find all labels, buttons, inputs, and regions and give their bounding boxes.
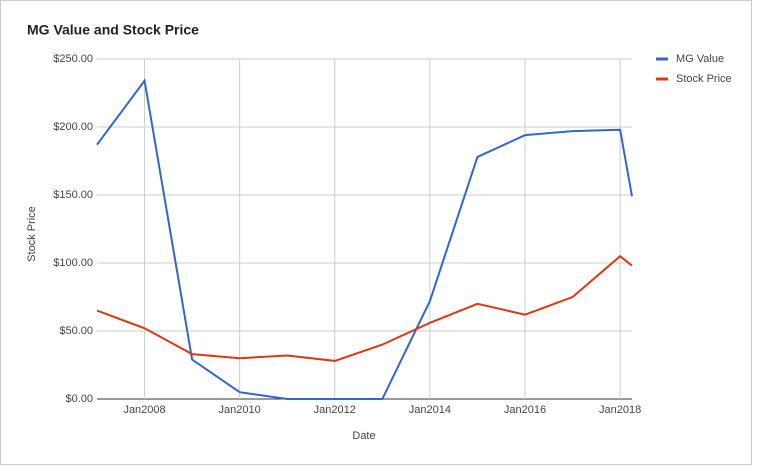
legend-label: Stock Price <box>676 73 732 85</box>
y-tick-label: $150.00 <box>53 189 93 201</box>
y-tick-label: $200.00 <box>53 121 93 133</box>
legend-label: MG Value <box>676 53 724 65</box>
x-tick-label: Jan2008 <box>123 404 165 416</box>
x-tick-label: Jan2018 <box>599 404 641 416</box>
y-tick-label: $0.00 <box>65 393 93 405</box>
y-tick-label: $250.00 <box>53 53 93 65</box>
x-tick-label: Jan2014 <box>409 404 451 416</box>
series-line <box>96 78 633 400</box>
x-tick-label: Jan2010 <box>219 404 261 416</box>
x-tick-label: Jan2016 <box>504 404 546 416</box>
y-axis-title: Stock Price <box>26 206 38 262</box>
x-axis-title: Date <box>352 430 375 442</box>
series-line <box>96 254 633 362</box>
chart-title: MG Value and Stock Price <box>27 22 199 38</box>
y-tick-label: $100.00 <box>53 257 93 269</box>
y-tick-label: $50.00 <box>59 325 93 337</box>
x-tick-label: Jan2012 <box>314 404 356 416</box>
